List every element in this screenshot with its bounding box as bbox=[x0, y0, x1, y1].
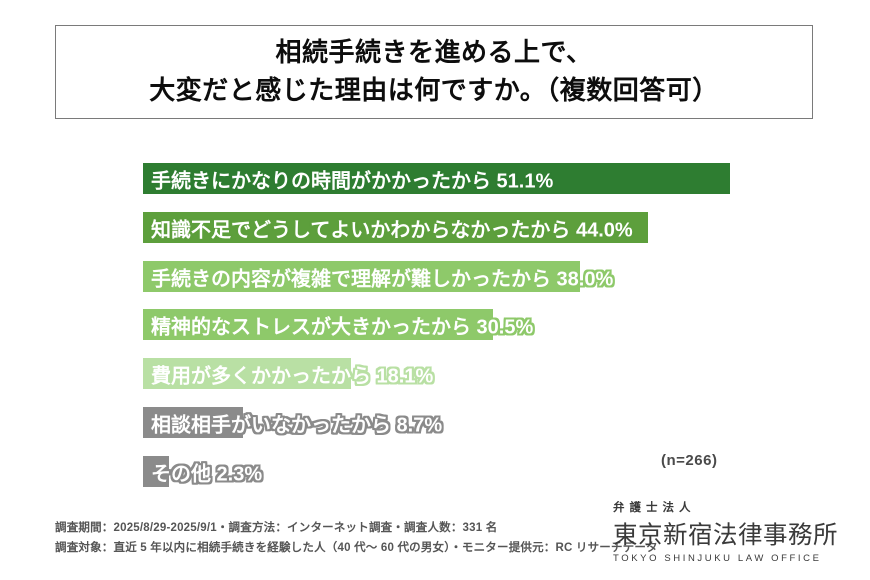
bar-row: 手続きの内容が複雑で理解が難しかったから 38.0% bbox=[143, 261, 853, 292]
title-line-1: 相続手続きを進める上で、 bbox=[275, 37, 593, 68]
bar-label: 相談相手がいなかったから 8.7% bbox=[151, 414, 443, 436]
bar bbox=[143, 212, 648, 243]
bar-row: 相談相手がいなかったから 8.7% bbox=[143, 407, 853, 438]
law-office-logo: 弁護士法人 東京新宿法律事務所 TOKYO SHINJUKU LAW OFFIC… bbox=[613, 499, 838, 564]
logo-firm-type: 弁護士法人 bbox=[613, 502, 696, 514]
bar-row: 精神的なストレスが大きかったから 30.5% bbox=[143, 309, 853, 340]
sample-size-note: (n=266) bbox=[661, 452, 718, 469]
bar-label: 手続きの内容が複雑で理解が難しかったから 38.0% bbox=[151, 268, 614, 290]
bar bbox=[143, 456, 169, 487]
bar bbox=[143, 261, 580, 292]
bar-label: 手続きにかなりの時間がかかったから 51.1% bbox=[151, 170, 554, 192]
logo-firm-name-en: TOKYO SHINJUKU LAW OFFICE bbox=[613, 553, 822, 564]
bar-row: 費用が多くかかったから 18.1% bbox=[143, 358, 853, 389]
bar-row: その他 2.3% bbox=[143, 456, 853, 487]
bar-chart: 手続きにかなりの時間がかかったから 51.1% 知識不足でどうしてよいかわからなか… bbox=[143, 163, 853, 493]
bar bbox=[143, 163, 730, 194]
bar-label: その他 2.3% bbox=[151, 463, 263, 485]
bar-row: 手続きにかなりの時間がかかったから 51.1% bbox=[143, 163, 853, 194]
bar-label: 費用が多くかかったから 18.1% bbox=[151, 365, 434, 387]
bar-label: 知識不足でどうしてよいかわからなかったから 44.0% bbox=[151, 219, 633, 241]
survey-target-line: 調査対象：直近 5 年以内に相続手続きを経験した人（40 代～ 60 代の男女）… bbox=[55, 541, 658, 554]
survey-methodology-note: 調査期間：2025/8/29-2025/9/1・調査方法：インターネット調査・調… bbox=[55, 519, 658, 558]
bar bbox=[143, 407, 243, 438]
logo-firm-name: 東京新宿法律事務所 bbox=[613, 522, 838, 549]
bar-label: 精神的なストレスが大きかったから 30.5% bbox=[151, 316, 534, 338]
bar-row: 知識不足でどうしてよいかわからなかったから 44.0% bbox=[143, 212, 853, 243]
title-line-2: 大変だと感じた理由は何ですか。（複数回答可） bbox=[149, 75, 719, 105]
bar bbox=[143, 358, 351, 389]
survey-period-line: 調査期間：2025/8/29-2025/9/1・調査方法：インターネット調査・調… bbox=[55, 522, 498, 534]
survey-question-title: 相続手続きを進める上で、 大変だと感じた理由は何ですか。（複数回答可） bbox=[55, 25, 813, 119]
bar bbox=[143, 309, 493, 340]
